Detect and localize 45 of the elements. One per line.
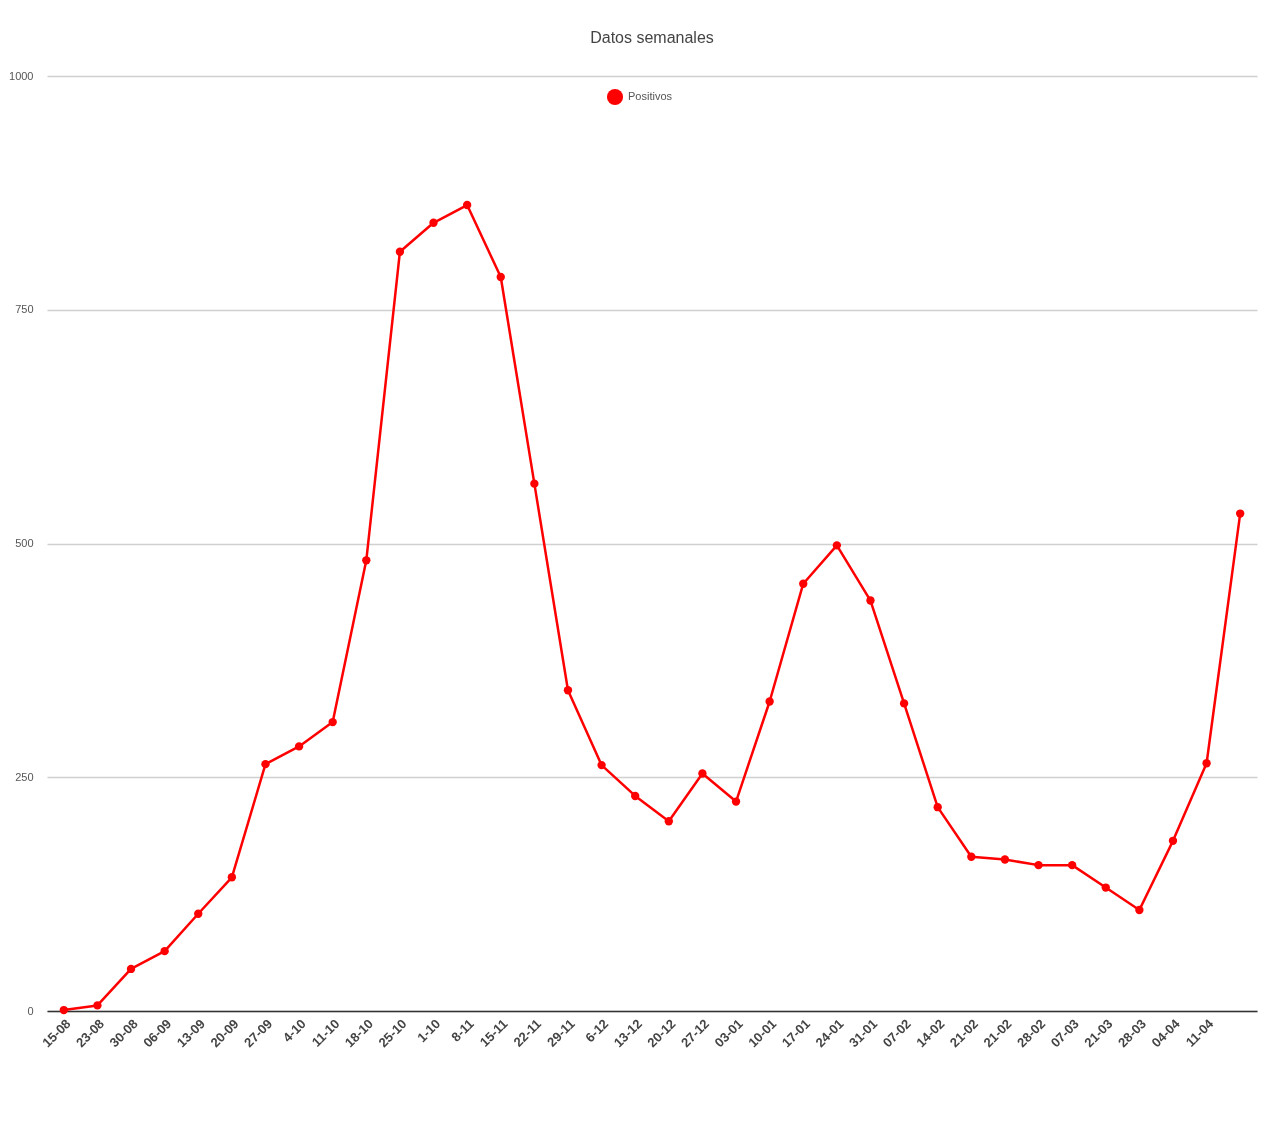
point bbox=[1236, 509, 1245, 518]
point bbox=[1067, 860, 1077, 870]
point bbox=[59, 1005, 68, 1015]
point bbox=[194, 909, 203, 918]
point bbox=[631, 791, 640, 801]
point bbox=[1202, 759, 1211, 768]
point bbox=[1000, 855, 1010, 864]
point bbox=[328, 717, 337, 727]
point bbox=[765, 697, 774, 706]
point bbox=[1135, 905, 1144, 915]
point bbox=[698, 769, 707, 778]
x-tick-label: 8-11 bbox=[448, 1016, 477, 1045]
point bbox=[799, 579, 808, 588]
point bbox=[664, 817, 673, 826]
point bbox=[227, 873, 237, 882]
point bbox=[967, 852, 976, 861]
y-tick-label: 500 bbox=[15, 537, 34, 549]
y-tick-label: 0 bbox=[27, 1004, 34, 1017]
point bbox=[597, 760, 606, 770]
point bbox=[362, 556, 371, 565]
point bbox=[160, 946, 169, 956]
legend-label: Positivos bbox=[628, 90, 673, 102]
point bbox=[866, 596, 875, 605]
point bbox=[731, 797, 741, 806]
chart-title: Datos semanales bbox=[590, 29, 714, 46]
x-tick-label: 4-10 bbox=[279, 1016, 309, 1046]
point bbox=[832, 541, 842, 550]
point bbox=[899, 699, 909, 708]
point bbox=[1168, 836, 1178, 845]
point bbox=[395, 247, 405, 256]
point bbox=[496, 272, 505, 282]
point bbox=[126, 964, 136, 974]
point bbox=[429, 218, 438, 227]
point bbox=[1101, 883, 1110, 892]
point bbox=[462, 200, 472, 210]
y-tick-label: 750 bbox=[15, 303, 34, 316]
point bbox=[1034, 860, 1043, 870]
point bbox=[261, 759, 270, 769]
point bbox=[530, 479, 539, 488]
y-tick-label: 1000 bbox=[9, 69, 34, 82]
point bbox=[563, 686, 573, 695]
point bbox=[933, 803, 942, 812]
y-tick-label: 250 bbox=[15, 770, 34, 783]
point bbox=[93, 1001, 102, 1010]
point bbox=[294, 742, 304, 751]
